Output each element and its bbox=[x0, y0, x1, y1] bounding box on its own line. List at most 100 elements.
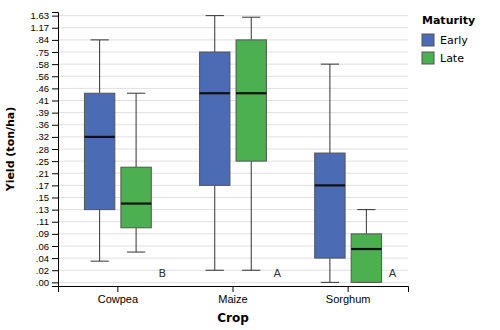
y-tick: .15 bbox=[36, 192, 58, 203]
whisker-cap bbox=[242, 17, 260, 18]
y-tick-label: .58 bbox=[36, 59, 49, 70]
legend: Maturity Early Late bbox=[422, 14, 475, 65]
whisker bbox=[99, 40, 100, 93]
box bbox=[236, 17, 266, 270]
y-tick-mark bbox=[52, 113, 58, 114]
y-tick: .02 bbox=[36, 265, 58, 276]
grid-line bbox=[58, 52, 408, 53]
y-tick: 1.17 bbox=[31, 22, 59, 33]
whisker-cap bbox=[91, 261, 109, 262]
grid-line bbox=[58, 136, 408, 137]
box-body bbox=[236, 40, 266, 161]
y-tick: .28 bbox=[36, 144, 58, 155]
x-tick: Sorghum bbox=[326, 286, 371, 305]
y-tick-label: .09 bbox=[36, 228, 49, 239]
whisker-cap bbox=[206, 270, 224, 271]
legend-swatch bbox=[422, 34, 434, 46]
box bbox=[351, 210, 381, 283]
whisker-cap bbox=[127, 93, 145, 94]
y-tick-label: .04 bbox=[36, 253, 49, 264]
x-tick-mark bbox=[233, 286, 234, 292]
y-tick-mark bbox=[52, 137, 58, 138]
y-tick-mark bbox=[52, 125, 58, 126]
legend-item: Early bbox=[422, 34, 468, 47]
y-tick-mark bbox=[52, 161, 58, 162]
x-tick-mark bbox=[348, 286, 349, 292]
whisker bbox=[329, 64, 330, 153]
whisker bbox=[214, 16, 215, 52]
grid-line bbox=[58, 27, 408, 28]
y-tick-mark bbox=[52, 16, 58, 17]
y-tick: .13 bbox=[36, 204, 58, 215]
y-tick: .36 bbox=[36, 119, 58, 130]
y-tick-mark bbox=[52, 101, 58, 102]
y-tick: .09 bbox=[36, 228, 58, 239]
y-tick: 1.63 bbox=[31, 10, 59, 21]
x-tick: Maize bbox=[218, 286, 247, 305]
y-tick-label: .84 bbox=[36, 34, 49, 45]
y-tick-label: .15 bbox=[36, 192, 49, 203]
y-tick-label: .56 bbox=[36, 71, 49, 82]
y-tick-mark bbox=[52, 64, 58, 65]
y-tick: .39 bbox=[36, 107, 58, 118]
legend-item: Late bbox=[422, 52, 464, 65]
y-tick: .00 bbox=[36, 277, 58, 288]
grid bbox=[58, 16, 408, 283]
grid-line bbox=[58, 76, 408, 77]
annotation: A bbox=[274, 267, 282, 280]
y-tick-label: .28 bbox=[36, 144, 49, 155]
whisker-cap bbox=[91, 39, 109, 40]
whisker-cap bbox=[357, 209, 375, 210]
y-tick-mark bbox=[52, 246, 58, 247]
median bbox=[121, 202, 151, 204]
y-tick: .32 bbox=[36, 131, 58, 142]
box bbox=[315, 64, 345, 282]
y-tick-label: 1.63 bbox=[31, 10, 50, 21]
y-tick-label: .41 bbox=[36, 95, 49, 106]
box-body bbox=[84, 93, 114, 209]
whisker-cap bbox=[321, 64, 339, 65]
y-tick-label: .32 bbox=[36, 131, 49, 142]
annotations: BAA bbox=[158, 267, 396, 280]
box bbox=[200, 16, 230, 271]
legend-label: Late bbox=[440, 52, 464, 65]
chart: .00.02.04.06 .09.11.13.15.17.21.25.28 .32.… bbox=[0, 0, 500, 330]
y-axis-title: Yield (ton/ha) bbox=[4, 107, 17, 193]
grid-line bbox=[58, 88, 408, 89]
y-tick-mark bbox=[52, 149, 58, 150]
legend-title: Maturity bbox=[422, 14, 475, 27]
y-axis-line bbox=[52, 13, 59, 287]
box-body bbox=[315, 153, 345, 258]
y-tick-mark bbox=[52, 52, 58, 53]
grid-line bbox=[58, 15, 408, 16]
y-tick: .75 bbox=[36, 47, 58, 58]
y-tick-mark bbox=[52, 197, 58, 198]
y-tick-label: .11 bbox=[36, 216, 49, 227]
annotation: A bbox=[389, 267, 397, 280]
y-tick-label: 1.17 bbox=[31, 22, 50, 33]
y-tick-label: .00 bbox=[36, 277, 49, 288]
y-tick-mark bbox=[52, 76, 58, 77]
y-tick-mark bbox=[52, 185, 58, 186]
y-tick: .21 bbox=[36, 168, 58, 179]
y-tick-mark bbox=[52, 258, 58, 259]
box-body bbox=[121, 167, 151, 228]
y-tick-label: .36 bbox=[36, 119, 49, 130]
y-tick-label: .25 bbox=[36, 156, 49, 167]
x-tick: Cowpea bbox=[98, 286, 139, 305]
y-tick: .46 bbox=[36, 83, 58, 94]
y-tick-label: .17 bbox=[36, 180, 49, 191]
x-axis-title: Crop bbox=[217, 311, 249, 325]
y-tick: .84 bbox=[36, 34, 58, 45]
marks bbox=[84, 16, 381, 283]
median bbox=[84, 136, 114, 138]
x-tick-label: Maize bbox=[218, 293, 247, 305]
whisker-cap bbox=[321, 282, 339, 283]
whisker-cap bbox=[127, 252, 145, 253]
x-tick-label: Cowpea bbox=[98, 293, 139, 305]
y-tick: .06 bbox=[36, 241, 58, 252]
grid-line bbox=[58, 221, 408, 222]
y-tick-mark bbox=[52, 28, 58, 29]
x-axis-line bbox=[59, 287, 409, 293]
y-tick-label: .39 bbox=[36, 107, 49, 118]
